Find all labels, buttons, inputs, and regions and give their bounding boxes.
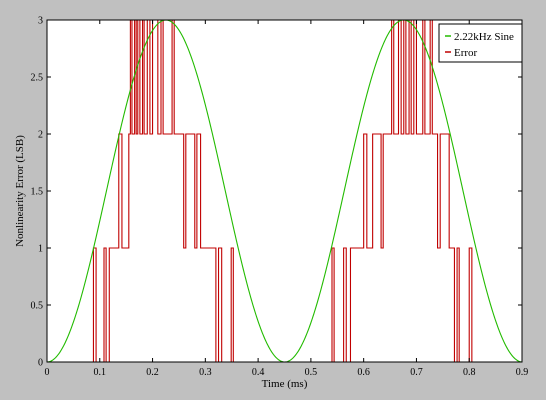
y-tick-label: 1.5 [31,187,44,198]
y-tick-label: 3 [38,16,43,27]
y-axis-label: Nonlinearity Error (LSB) [14,135,26,247]
series-layer [47,20,522,362]
y-axis-ticks: 0 0.5 1 1.5 2 2.5 3 [31,16,522,369]
x-tick-label: 0.8 [463,367,476,378]
x-tick-label: 0.7 [410,367,423,378]
x-tick-label: 0 [45,367,50,378]
plot-area [47,20,522,362]
x-tick-label: 0.6 [357,367,370,378]
legend-box [438,23,523,63]
y-tick-label: 0.5 [31,301,44,312]
y-tick-label: 2 [38,130,43,141]
series-sine-line [47,20,522,362]
legend-label-error: Error [454,47,478,59]
x-tick-label: 0.9 [516,367,529,378]
legend: 2.22kHz Sine Error [438,23,523,63]
x-tick-label: 0.5 [305,367,318,378]
x-tick-label: 0.3 [199,367,212,378]
x-tick-label: 0.1 [94,367,107,378]
y-tick-label: 1 [38,244,43,255]
series-error-line [47,20,522,362]
x-tick-label: 0.4 [252,367,265,378]
x-tick-label: 0.2 [146,367,159,378]
y-tick-label: 2.5 [31,73,44,84]
x-axis-label: Time (ms) [262,378,308,390]
x-axis-ticks: 0 0.1 0.2 0.3 0.4 0.5 0.6 0.7 0.8 0.9 [45,20,529,378]
legend-label-sine: 2.22kHz Sine [454,31,514,43]
y-tick-label: 0 [38,358,43,369]
